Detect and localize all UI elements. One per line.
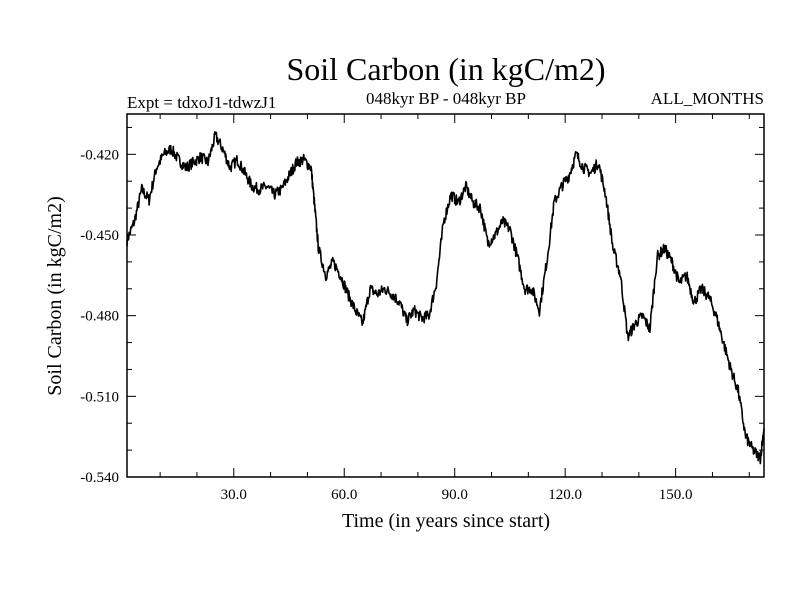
- soil-carbon-series-line: [126, 131, 765, 465]
- x-axis-ticks: 30.0 60.0 90.0 120.0 150.0: [159, 114, 750, 503]
- x-axis-label: Time (in years since start): [342, 510, 550, 532]
- chart-title: Soil Carbon (in kgC/m2): [286, 51, 605, 87]
- y-tick-label: -0.420: [80, 147, 119, 163]
- y-tick-label: -0.450: [80, 228, 119, 244]
- y-axis-ticks: -0.420 -0.450 -0.480 -0.510 -0.540: [80, 126, 764, 486]
- experiment-label: Expt = tdxoJ1-tdwzJ1: [127, 93, 276, 112]
- x-tick-label: 60.0: [331, 487, 357, 503]
- plot-frame: [126, 113, 765, 478]
- y-tick-label: -0.540: [80, 470, 119, 486]
- y-tick-label: -0.510: [80, 389, 119, 405]
- x-tick-label: 120.0: [548, 487, 582, 503]
- x-tick-label: 150.0: [659, 487, 693, 503]
- y-axis-label: Soil Carbon (in kgC/m2): [44, 196, 66, 395]
- period-label: 048kyr BP - 048kyr BP: [366, 89, 526, 108]
- x-tick-label: 90.0: [442, 487, 468, 503]
- months-label: ALL_MONTHS: [651, 89, 764, 108]
- x-tick-label: 30.0: [221, 487, 247, 503]
- y-tick-label: -0.480: [80, 309, 119, 325]
